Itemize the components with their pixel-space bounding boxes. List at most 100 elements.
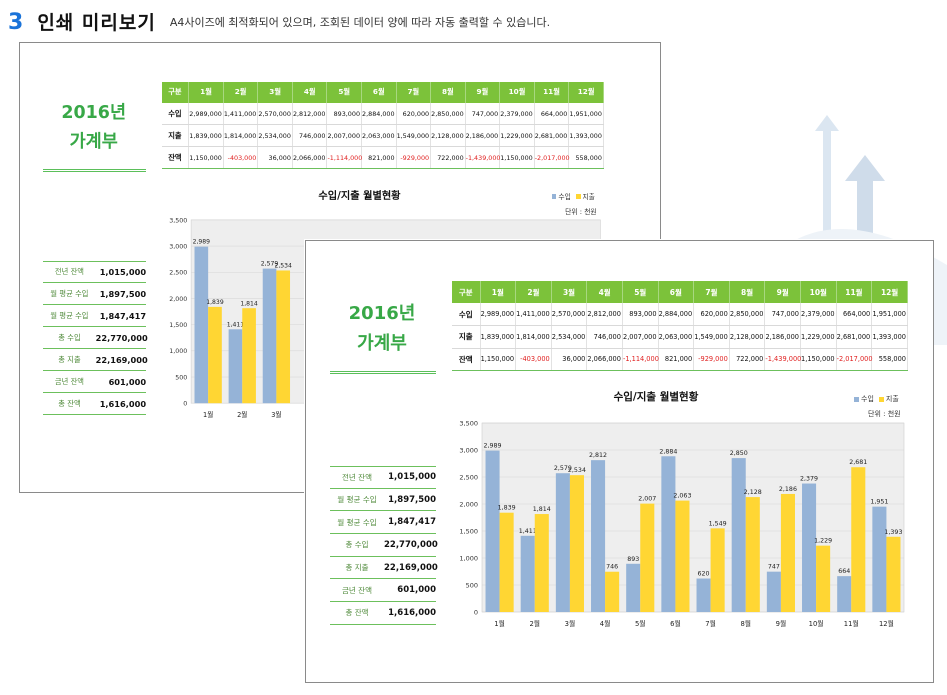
table-cell: 36,000 bbox=[257, 146, 293, 170]
bar-income bbox=[262, 268, 276, 403]
title-divider bbox=[43, 169, 147, 173]
bar-value-label: 1,839 bbox=[206, 299, 224, 306]
bar-value-label: 1,839 bbox=[498, 505, 516, 512]
bar-expense bbox=[207, 306, 222, 403]
table-cell: 2,534,000 bbox=[257, 124, 293, 148]
x-tick-label: 12월 bbox=[879, 619, 894, 628]
table-cell: 2,850,000 bbox=[729, 303, 766, 326]
summary-row: 총 지출 22,169,000 bbox=[330, 557, 438, 580]
table-cell: -2,017,000 bbox=[534, 146, 570, 170]
summary-table: 전년 잔액 1,015,000 월 평균 수입 1,897,500 월 평균 수입 1,8… bbox=[43, 261, 148, 416]
chart-legend: 수입 지출 bbox=[854, 394, 899, 404]
y-tick-label: 3,000 bbox=[169, 243, 187, 250]
legend-label: 지출 bbox=[885, 395, 899, 403]
table-cell: 2,007,000 bbox=[622, 325, 659, 349]
legend-label: 수입 bbox=[558, 193, 571, 202]
summary-row: 총 잔액 1,616,000 bbox=[43, 393, 147, 416]
table-header-cell: 11월 bbox=[836, 281, 873, 303]
bar-income bbox=[731, 458, 746, 612]
table-header-cell: 6월 bbox=[361, 81, 397, 104]
table-cell: 1,839,000 bbox=[188, 124, 224, 148]
table-cell: 722,000 bbox=[729, 348, 766, 371]
x-tick-label: 4월 bbox=[600, 619, 611, 628]
bar-income bbox=[872, 506, 887, 612]
summary-value: 1,847,417 bbox=[388, 517, 436, 528]
table-cell: 2,128,000 bbox=[729, 325, 766, 349]
unit-label: 단위 : 천원 bbox=[868, 410, 901, 418]
table-cell: -1,439,000 bbox=[764, 348, 801, 371]
page-title: 2016년 가계부 bbox=[330, 299, 434, 355]
table-row: 잔액 1,150,000 -403,000 36,000 2,066,000 -1,114… bbox=[161, 146, 604, 170]
table-cell: 2,884,000 bbox=[361, 103, 397, 126]
bar-value-label: 1,229 bbox=[814, 538, 832, 545]
summary-label: 금년 잔액 bbox=[54, 376, 84, 386]
y-tick-label: 3,500 bbox=[169, 217, 187, 224]
bar-value-label: 1,411 bbox=[519, 528, 537, 535]
chart-title: 수입/지출 월별현황 bbox=[318, 190, 401, 202]
y-tick-label: 1,500 bbox=[169, 322, 187, 329]
bar-expense bbox=[710, 528, 725, 612]
x-tick-label: 11월 bbox=[844, 619, 859, 628]
page-year: 2016년 bbox=[348, 303, 416, 324]
x-tick-label: 2월 bbox=[237, 409, 247, 418]
summary-row: 총 수입 22,770,000 bbox=[330, 534, 438, 557]
x-tick-label: 6월 bbox=[670, 619, 681, 628]
table-cell: 664,000 bbox=[836, 303, 873, 326]
table-header-cell: 5월 bbox=[326, 81, 363, 104]
table-row-header: 지출 bbox=[452, 325, 481, 349]
table-cell: 2,534,000 bbox=[551, 325, 588, 349]
table-cell: 2,186,000 bbox=[465, 124, 501, 148]
bar-value-label: 2,063 bbox=[673, 493, 691, 500]
summary-label: 월 평균 수입 bbox=[50, 288, 89, 298]
summary-value: 1,015,000 bbox=[99, 267, 147, 278]
summary-label: 총 잔액 bbox=[345, 608, 369, 618]
summary-row: 금년 잔액 601,000 bbox=[43, 371, 147, 394]
table-row: 지출 1,839,000 1,814,000 2,534,000 746,000 2,00… bbox=[161, 124, 604, 148]
table-row-header: 수입 bbox=[452, 303, 481, 326]
table-cell: 1,839,000 bbox=[480, 325, 517, 349]
bar-value-label: 1,393 bbox=[884, 529, 902, 536]
unit-label: 단위 : 천원 bbox=[565, 207, 597, 216]
bar-expense bbox=[499, 512, 514, 612]
bar-expense bbox=[816, 545, 831, 612]
y-tick-label: 500 bbox=[466, 582, 478, 590]
table-header-cell: 7월 bbox=[693, 281, 730, 303]
table-cell: -2,017,000 bbox=[836, 348, 873, 371]
bar-value-label: 893 bbox=[627, 556, 639, 563]
table-cell: 620,000 bbox=[396, 103, 432, 126]
bar-value-label: 2,812 bbox=[589, 452, 607, 459]
plot-area bbox=[481, 422, 905, 613]
table-cell: 664,000 bbox=[534, 103, 570, 126]
table-header-cell: 12월 bbox=[568, 81, 604, 104]
table-cell: -1,439,000 bbox=[465, 146, 501, 170]
summary-value: 22,169,000 bbox=[384, 562, 438, 573]
summary-label: 총 수입 bbox=[58, 332, 81, 342]
bar-value-label: 2,579 bbox=[260, 260, 278, 267]
table-header-cell: 10월 bbox=[800, 281, 837, 303]
bar-value-label: 2,681 bbox=[849, 459, 867, 466]
bar-value-label: 2,579 bbox=[554, 465, 572, 472]
table-cell: 1,549,000 bbox=[693, 325, 730, 349]
table-header-cell: 구분 bbox=[452, 281, 481, 303]
table-cell: 1,150,000 bbox=[188, 146, 224, 170]
table-header-row: 구분 1월 2월 3월 4월 5월 6월 7월 8월 9월 10월 11월 12월 bbox=[161, 81, 604, 104]
table-cell: 620,000 bbox=[693, 303, 730, 326]
summary-row: 금년 잔액 601,000 bbox=[330, 579, 436, 603]
summary-row: 총 수입 22,770,000 bbox=[43, 327, 148, 350]
summary-table: 전년 잔액 1,015,000 월 평균 수입 1,897,500 월 평균 수입 1,8… bbox=[330, 466, 438, 625]
table-cell: 2,066,000 bbox=[292, 146, 328, 170]
table-row: 잔액 1,150,000 -403,000 36,000 2,066,000 -1,114… bbox=[452, 348, 908, 371]
table-cell: 2,812,000 bbox=[292, 103, 328, 126]
page-year: 2016년 bbox=[61, 103, 126, 124]
table-header-cell: 4월 bbox=[586, 281, 623, 303]
bar-value-label: 664 bbox=[838, 568, 850, 575]
table-cell: 747,000 bbox=[764, 303, 801, 326]
table-cell: 2,379,000 bbox=[800, 303, 837, 326]
table-cell: 2,379,000 bbox=[499, 103, 535, 126]
chart-legend: 수입 지출 bbox=[551, 191, 595, 202]
y-tick-label: 0 bbox=[183, 400, 187, 407]
bar-value-label: 2,850 bbox=[730, 450, 748, 457]
table-header-cell: 6월 bbox=[658, 281, 695, 303]
table-cell: 2,007,000 bbox=[326, 124, 363, 148]
bar-income bbox=[591, 460, 606, 612]
